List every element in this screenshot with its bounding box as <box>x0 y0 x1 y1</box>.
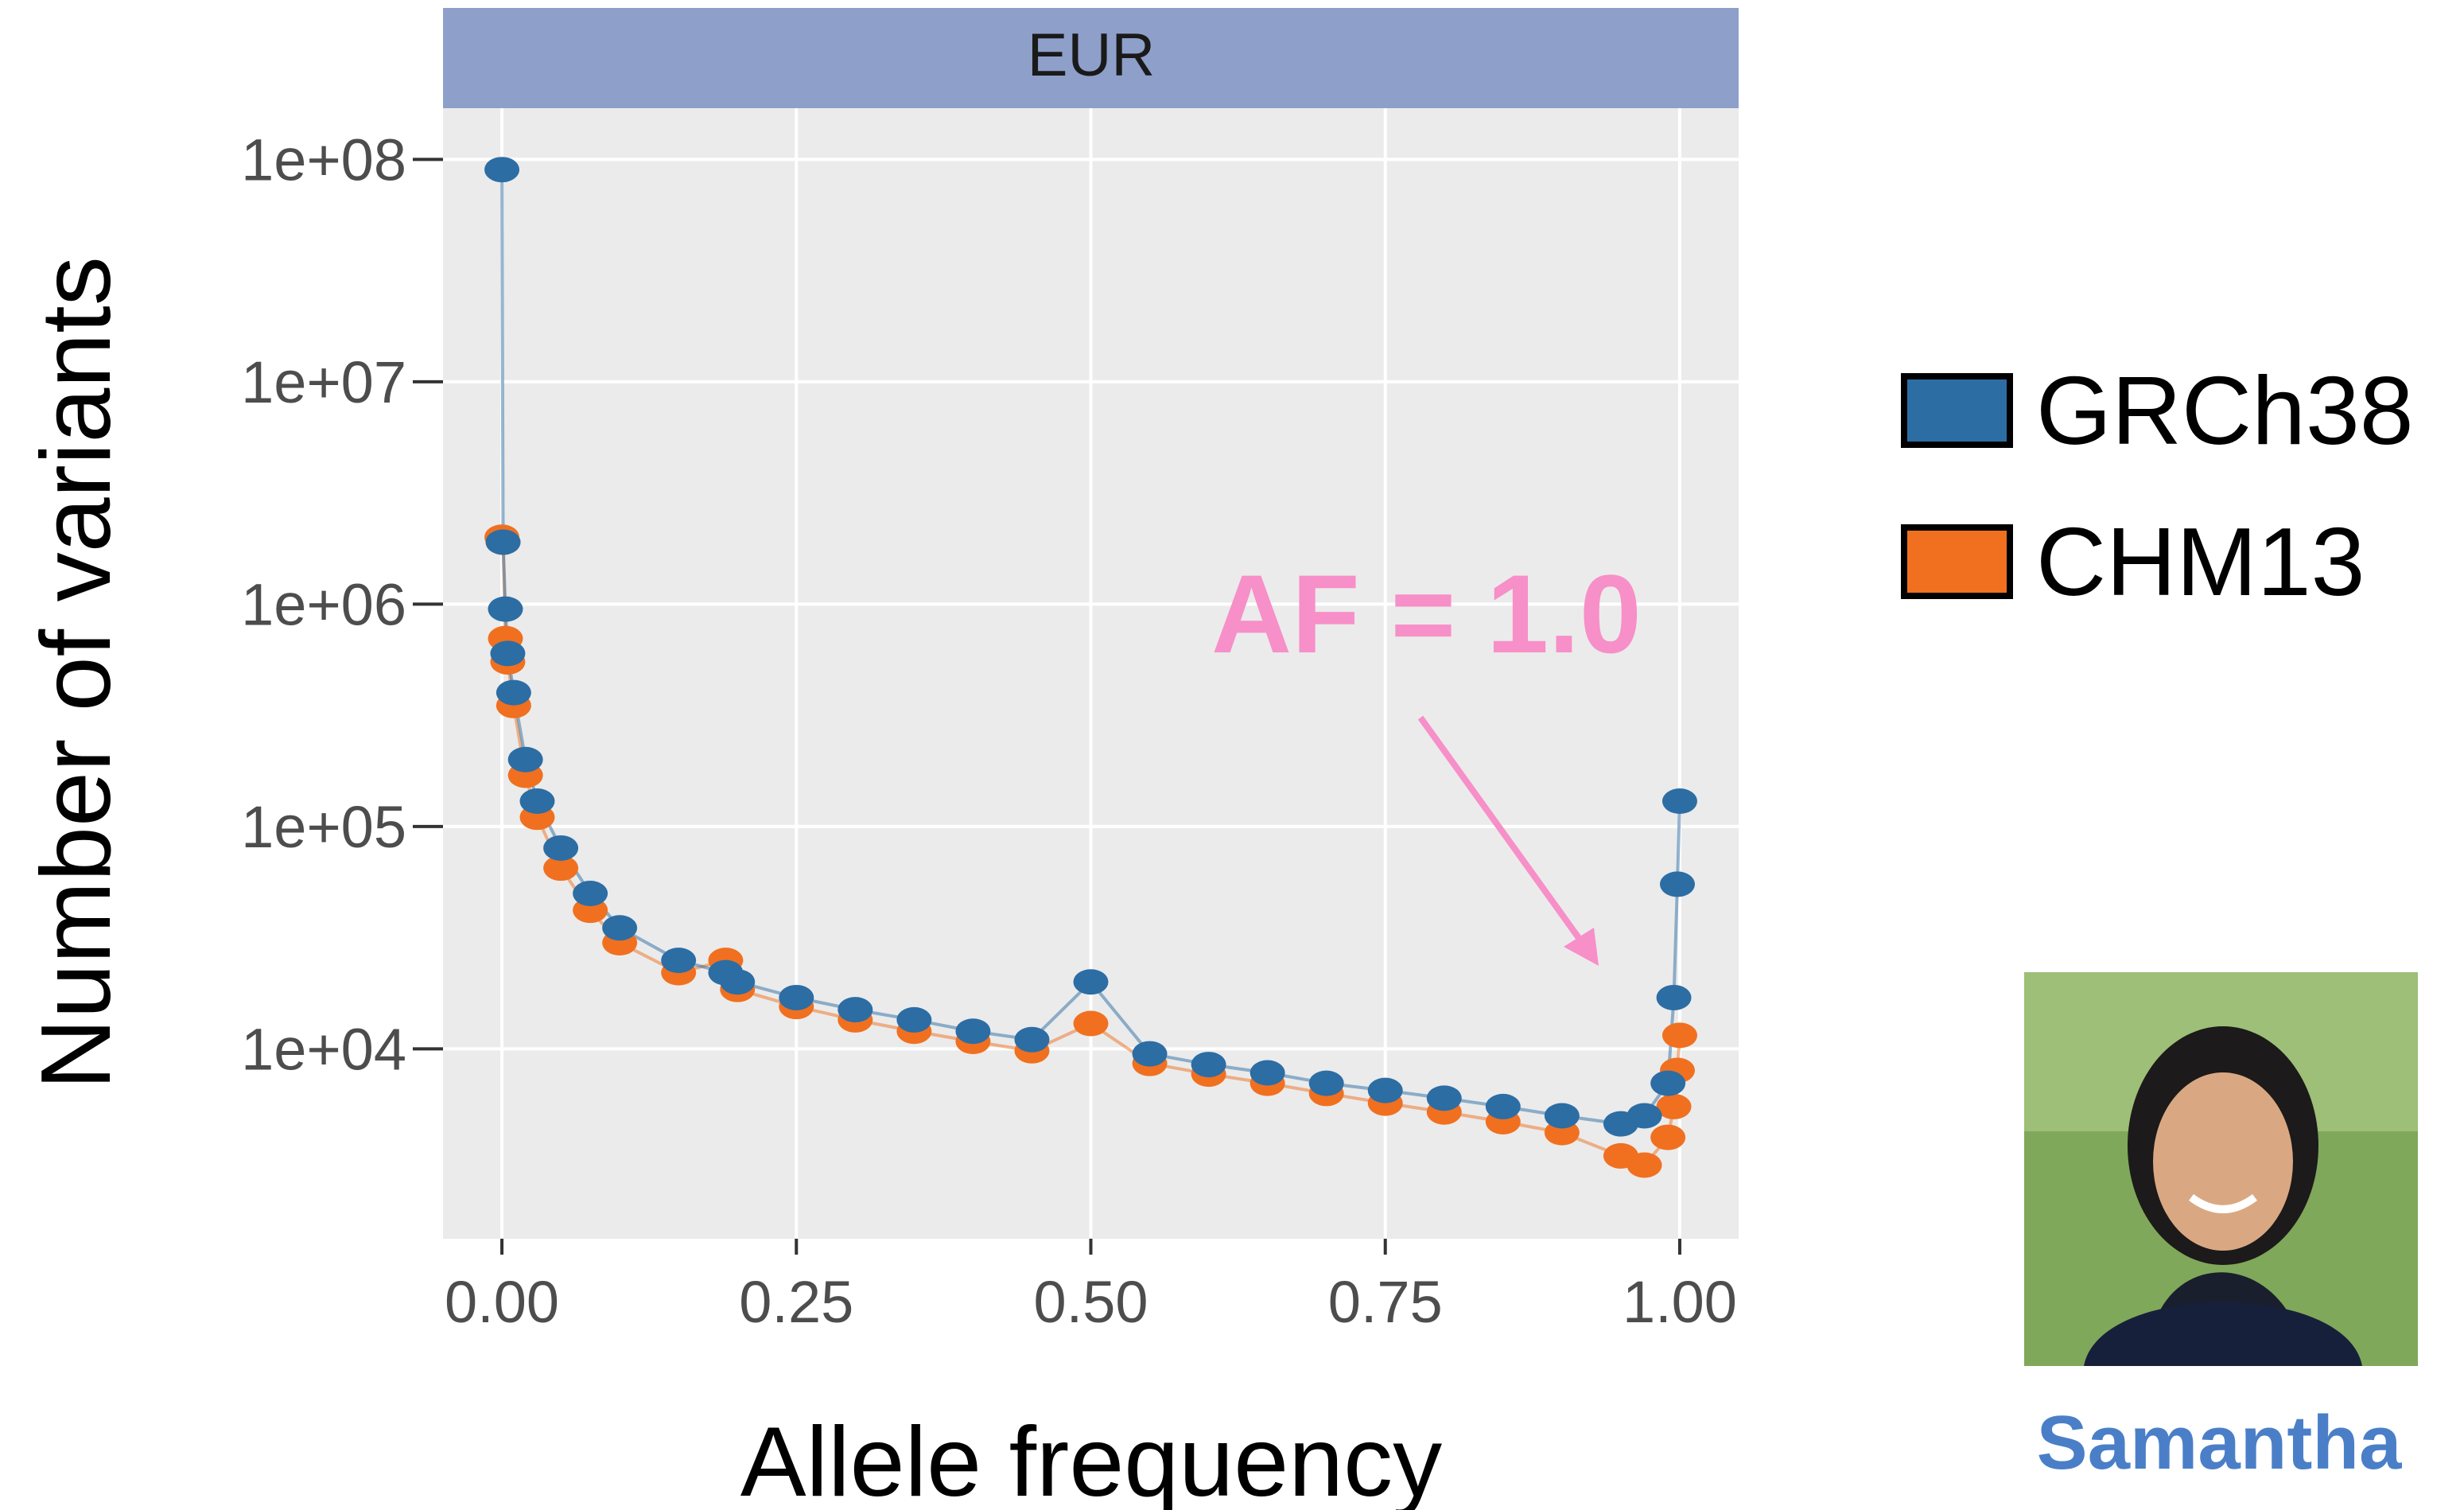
legend-key <box>1901 373 2013 448</box>
point <box>1014 1026 1050 1053</box>
point <box>1626 1152 1662 1178</box>
point <box>1367 1077 1403 1103</box>
point <box>573 881 608 907</box>
point <box>485 529 521 555</box>
legend-label: GRCh38 <box>2036 356 2414 465</box>
point <box>1073 1010 1109 1037</box>
point <box>955 1018 991 1045</box>
x-tick-label: 0.75 <box>1328 1269 1443 1335</box>
y-tick-label: 1e+08 <box>241 126 406 193</box>
point <box>720 969 756 995</box>
x-tick-label: 0.25 <box>739 1269 853 1335</box>
annotation-arrowhead <box>1564 928 1599 966</box>
point <box>1650 1124 1686 1150</box>
y-tick-label: 1e+07 <box>241 349 406 415</box>
x-axis-title: Allele frequency <box>740 1407 1442 1510</box>
photo-face <box>2153 1072 2293 1251</box>
point <box>1650 1070 1686 1096</box>
y-tick-label: 1e+05 <box>241 794 406 860</box>
axes: 1e+04 1e+05 1e+06 1e+07 1e+08 0.00 0.25 0.50 0.7… <box>241 126 1737 1335</box>
point <box>543 855 579 881</box>
point <box>1426 1085 1462 1111</box>
person-name: Samantha <box>2037 1400 2402 1485</box>
point <box>1485 1093 1521 1119</box>
legend: GRCh38 CHM13 <box>1901 356 2414 616</box>
photo <box>2024 972 2418 1366</box>
facet-strip <box>443 8 1739 108</box>
point <box>1661 1022 1697 1049</box>
marks <box>484 157 1697 1178</box>
point <box>1073 969 1109 995</box>
point <box>1544 1103 1580 1129</box>
point <box>507 746 543 773</box>
point <box>1659 871 1695 897</box>
point <box>1661 788 1697 815</box>
point <box>496 679 531 706</box>
point <box>484 157 520 183</box>
x-tick-label: 1.00 <box>1623 1269 1737 1335</box>
point <box>602 915 638 941</box>
x-tick-label: 0.00 <box>445 1269 559 1335</box>
point <box>1626 1103 1662 1129</box>
annotation-arrow <box>1417 715 1586 946</box>
x-tick-label: 0.50 <box>1033 1269 1148 1335</box>
annotation: AF = 1.0 <box>1211 551 1642 676</box>
facet-label: EUR <box>1028 21 1155 89</box>
point <box>490 640 526 667</box>
point <box>543 835 579 861</box>
photo-top <box>2084 1302 2362 1366</box>
point <box>838 997 873 1023</box>
y-tick-label: 1e+06 <box>241 571 406 637</box>
point <box>1656 984 1692 1010</box>
point <box>519 788 555 815</box>
point <box>896 1006 932 1033</box>
legend-key <box>1901 524 2013 599</box>
point <box>1308 1070 1344 1096</box>
point <box>779 984 814 1010</box>
point <box>1656 1093 1692 1119</box>
point <box>661 948 697 974</box>
photo-smile <box>2189 1193 2257 1213</box>
point <box>488 596 523 622</box>
point <box>1249 1060 1285 1086</box>
legend-label: CHM13 <box>2036 508 2365 616</box>
point <box>1132 1041 1168 1067</box>
y-tick-label: 1e+04 <box>241 1016 406 1082</box>
y-axis-title: Number of variants <box>21 256 131 1090</box>
point <box>1191 1052 1226 1078</box>
